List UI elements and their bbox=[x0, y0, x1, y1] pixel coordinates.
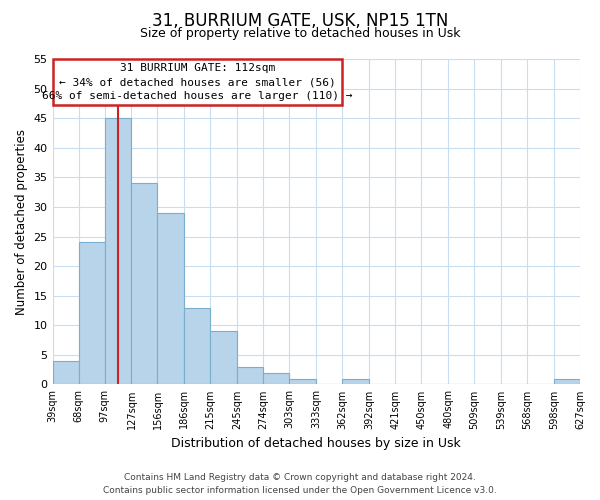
Bar bbox=[263, 372, 289, 384]
X-axis label: Distribution of detached houses by size in Usk: Distribution of detached houses by size … bbox=[172, 437, 461, 450]
Text: Size of property relative to detached houses in Usk: Size of property relative to detached ho… bbox=[140, 28, 460, 40]
Bar bbox=[554, 378, 580, 384]
FancyBboxPatch shape bbox=[53, 59, 342, 105]
Bar bbox=[104, 118, 131, 384]
Bar bbox=[131, 184, 157, 384]
Bar bbox=[184, 308, 211, 384]
Bar bbox=[211, 331, 238, 384]
Bar bbox=[238, 366, 263, 384]
Bar bbox=[79, 242, 104, 384]
Bar bbox=[53, 361, 79, 384]
Bar bbox=[157, 213, 184, 384]
Text: 31, BURRIUM GATE, USK, NP15 1TN: 31, BURRIUM GATE, USK, NP15 1TN bbox=[152, 12, 448, 30]
Text: 31 BURRIUM GATE: 112sqm
← 34% of detached houses are smaller (56)
66% of semi-de: 31 BURRIUM GATE: 112sqm ← 34% of detache… bbox=[42, 63, 353, 101]
Bar bbox=[342, 378, 369, 384]
Bar bbox=[289, 378, 316, 384]
Y-axis label: Number of detached properties: Number of detached properties bbox=[15, 128, 28, 314]
Text: Contains HM Land Registry data © Crown copyright and database right 2024.
Contai: Contains HM Land Registry data © Crown c… bbox=[103, 474, 497, 495]
